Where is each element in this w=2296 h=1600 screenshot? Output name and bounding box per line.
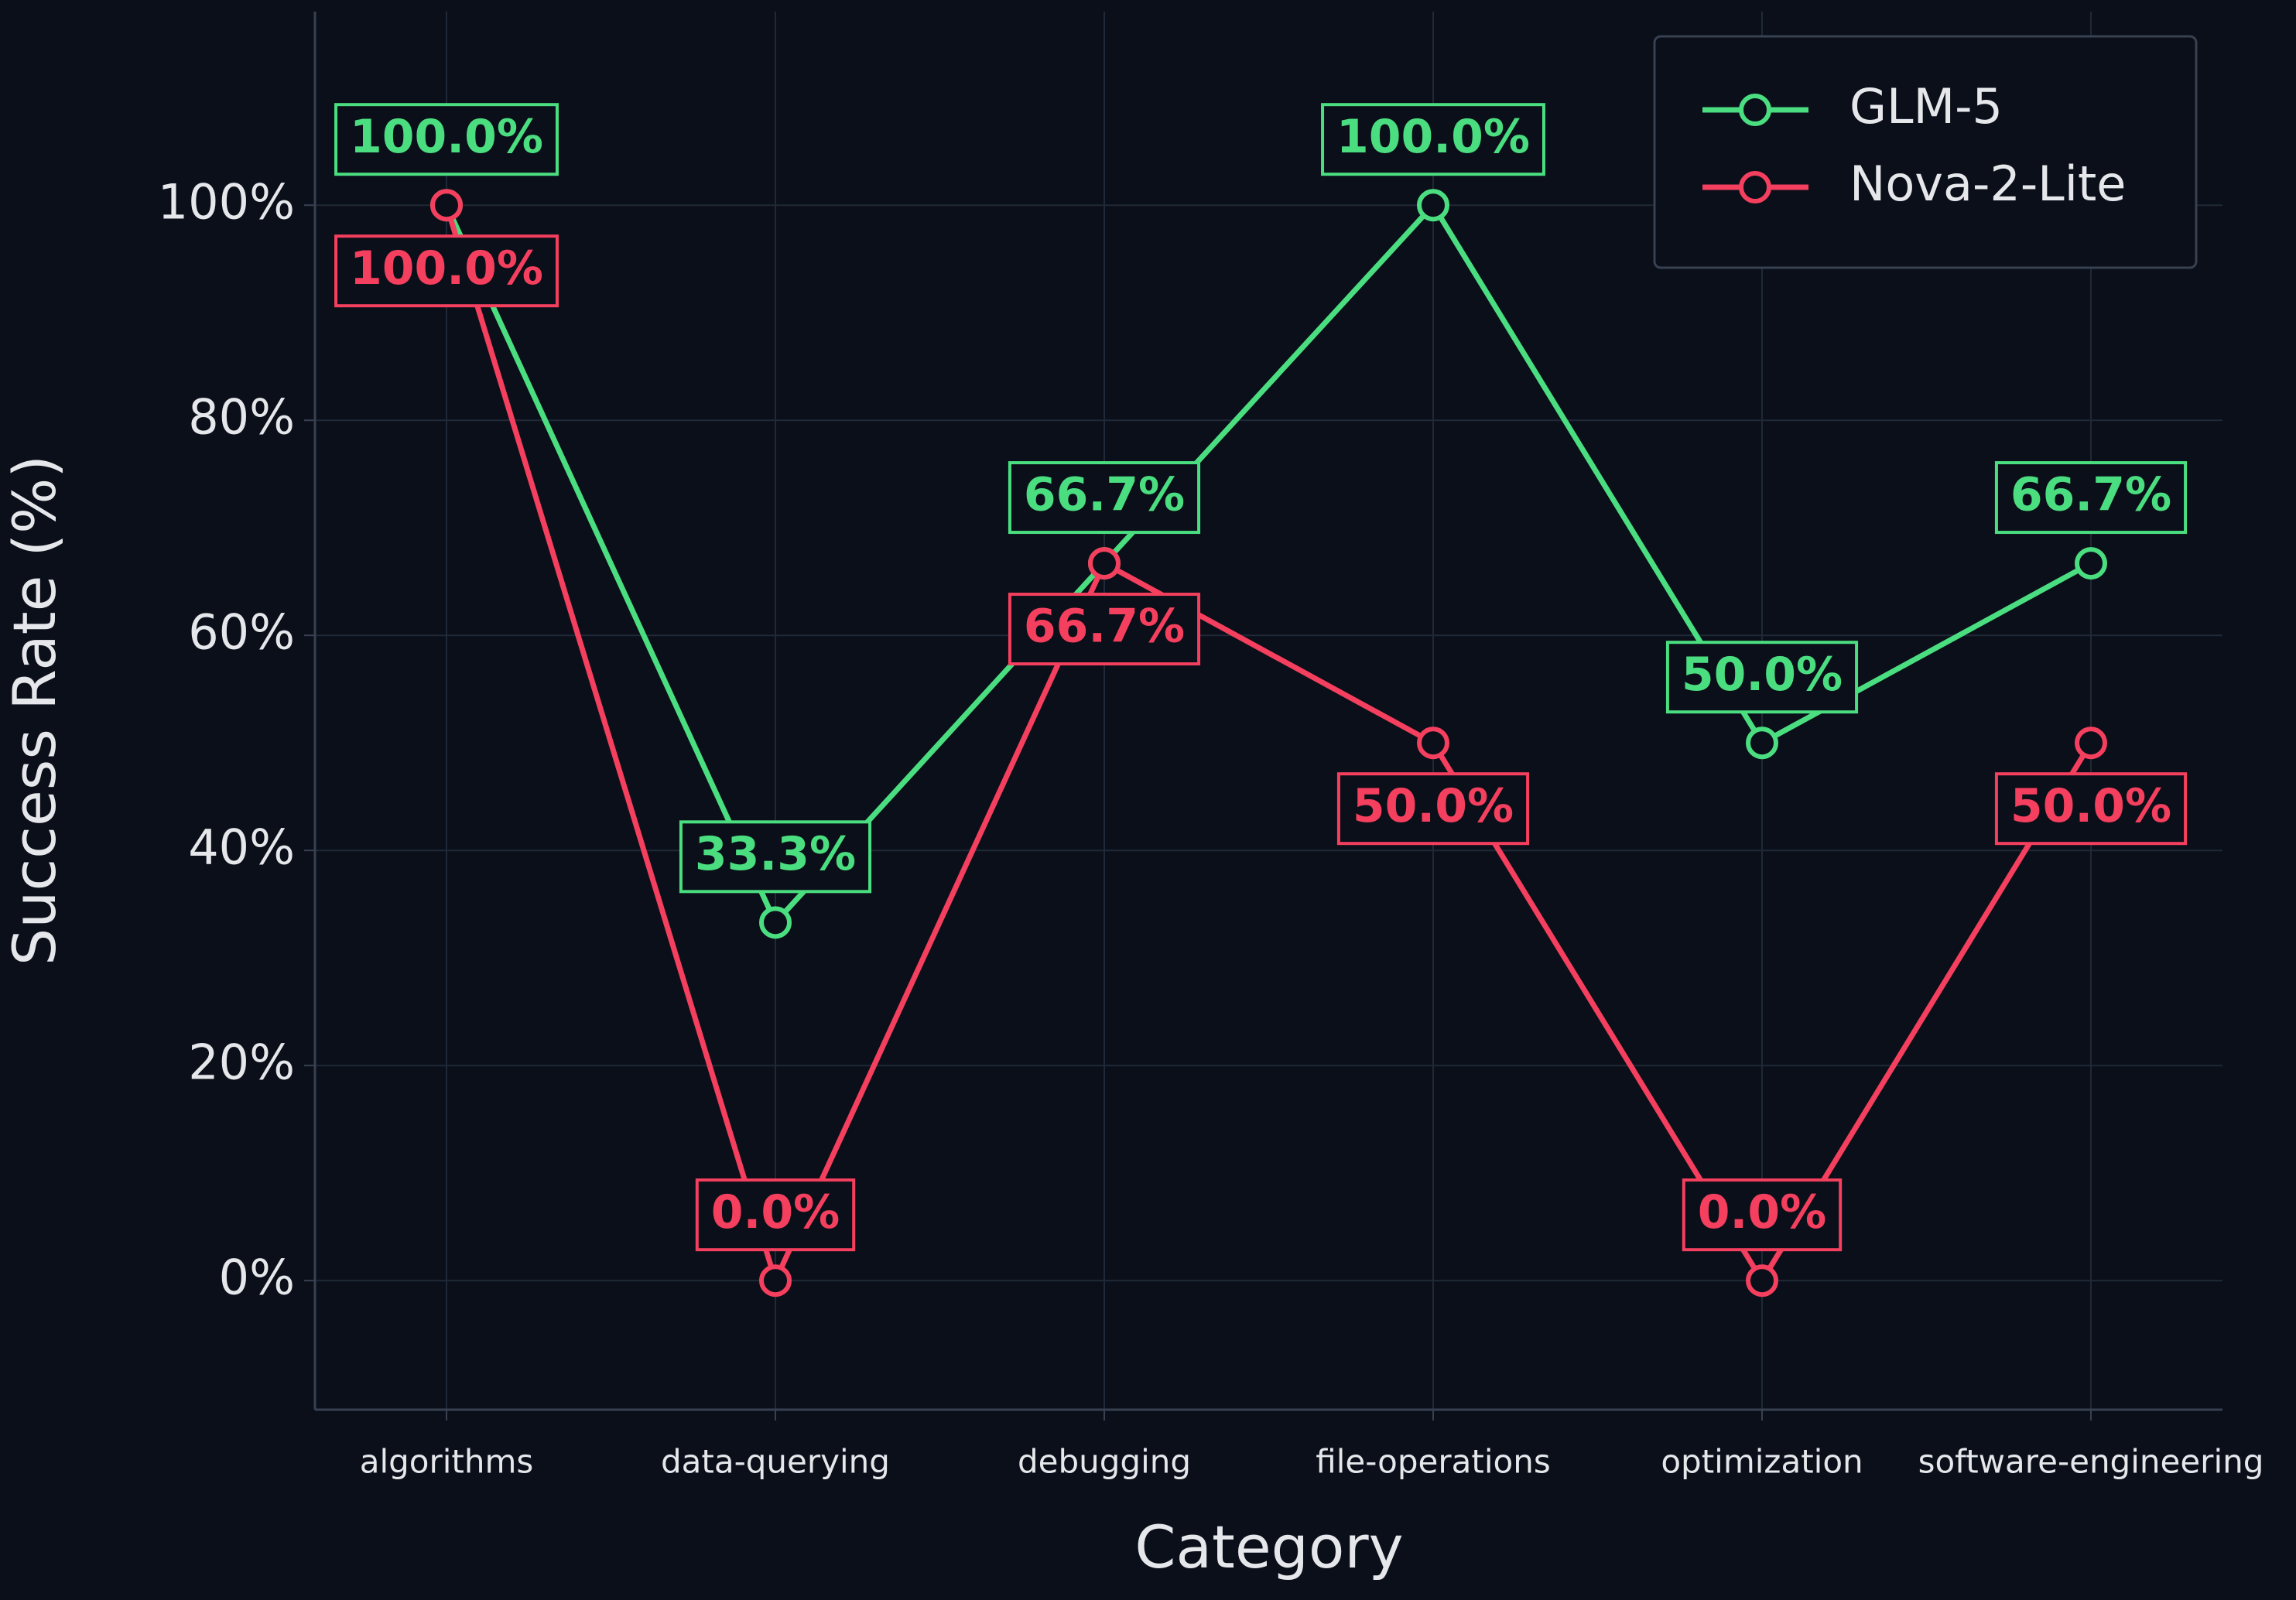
y-tick-label: 0% xyxy=(219,1249,295,1305)
y-axis-label: Success Rate (%) xyxy=(0,455,69,966)
label-box xyxy=(1994,461,2188,535)
x-tick-label: data-querying xyxy=(661,1443,890,1481)
value-label-group: 100.0% xyxy=(334,103,559,176)
marker xyxy=(759,906,792,939)
value-label: 66.7% xyxy=(1024,468,1185,522)
legend-label: Nova-2-Lite xyxy=(1849,156,2126,212)
label-box xyxy=(1665,641,1859,714)
legend-box xyxy=(1653,35,2198,269)
marker xyxy=(1417,189,1449,222)
marker xyxy=(2075,726,2107,760)
y-tick-label: 40% xyxy=(188,819,295,875)
label-box xyxy=(1682,1178,1843,1252)
label-box xyxy=(1008,461,1201,535)
legend-marker xyxy=(1739,171,1771,203)
label-box xyxy=(1336,772,1530,846)
x-tick-label: software-engineering xyxy=(1918,1443,2264,1481)
value-label-group: 0.0% xyxy=(695,1178,856,1252)
marker xyxy=(759,1264,792,1297)
legend-label: GLM-5 xyxy=(1849,78,2003,135)
value-label: 66.7% xyxy=(2010,468,2171,522)
value-label: 66.7% xyxy=(1024,600,1185,654)
marker xyxy=(1746,1264,1778,1297)
value-label-group: 66.7% xyxy=(1994,461,2188,535)
marker xyxy=(1746,726,1778,760)
value-label-group: 100.0% xyxy=(1321,103,1545,176)
legend-marker xyxy=(1739,94,1771,126)
marker xyxy=(2075,547,2107,580)
value-label-group: 50.0% xyxy=(1994,772,2188,846)
value-label-group: 33.3% xyxy=(679,820,872,894)
label-box xyxy=(1008,593,1201,666)
marker xyxy=(1088,547,1121,580)
value-label: 100.0% xyxy=(350,241,543,296)
marker xyxy=(430,189,463,222)
value-label-group: 100.0% xyxy=(334,234,559,308)
label-box xyxy=(679,820,872,894)
x-tick-label: optimization xyxy=(1661,1443,1863,1481)
value-label-group: 0.0% xyxy=(1682,1178,1843,1252)
value-label: 50.0% xyxy=(1353,779,1514,833)
value-label-group: 66.7% xyxy=(1008,461,1201,535)
y-tick-label: 80% xyxy=(188,388,295,445)
value-label: 0.0% xyxy=(1698,1185,1826,1239)
legend: GLM-5 Nova-2-Lite xyxy=(1653,35,2198,269)
value-label: 33.3% xyxy=(695,827,856,881)
value-label: 50.0% xyxy=(2010,779,2171,833)
label-box xyxy=(1994,772,2188,846)
x-tick-label: file-operations xyxy=(1316,1443,1550,1481)
value-label: 50.0% xyxy=(1682,648,1843,702)
y-tick-label: 100% xyxy=(158,173,295,230)
value-label: 100.0% xyxy=(350,110,543,164)
label-box xyxy=(334,234,559,308)
value-label: 0.0% xyxy=(711,1185,840,1239)
y-tick-label: 60% xyxy=(188,603,295,660)
marker xyxy=(1417,726,1449,760)
label-box xyxy=(1321,103,1545,176)
x-axis-label: Category xyxy=(1134,1513,1403,1581)
x-tick-label: debugging xyxy=(1018,1443,1191,1481)
label-box xyxy=(695,1178,856,1252)
label-box xyxy=(334,103,559,176)
value-label-group: 50.0% xyxy=(1336,772,1530,846)
value-label-group: 66.7% xyxy=(1008,593,1201,666)
y-tick-label: 20% xyxy=(188,1034,295,1090)
x-tick-label: algorithms xyxy=(360,1443,534,1481)
value-label: 100.0% xyxy=(1336,110,1530,164)
value-label-group: 50.0% xyxy=(1665,641,1859,714)
